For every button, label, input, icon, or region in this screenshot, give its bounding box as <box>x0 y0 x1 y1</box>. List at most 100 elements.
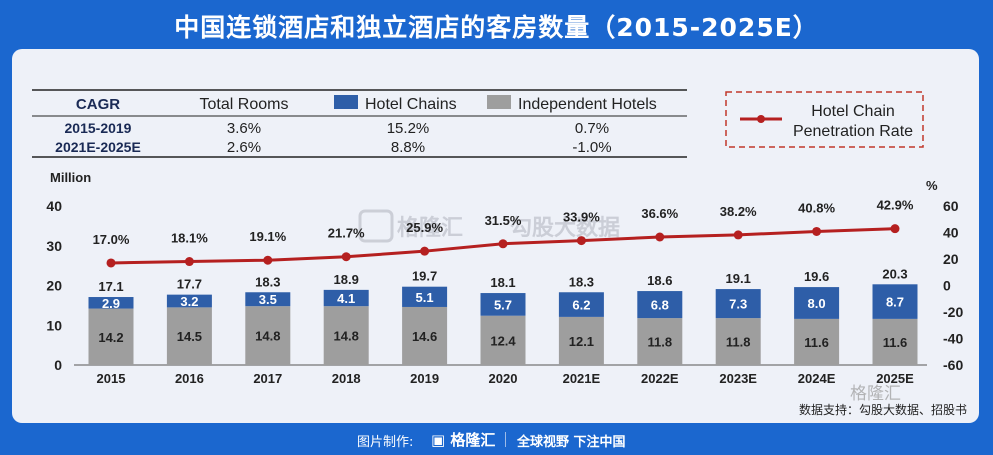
line-point <box>812 226 822 236</box>
y-right-tick-label: 20 <box>943 251 959 267</box>
bar-independent <box>794 318 840 365</box>
bar-total-label: 18.3 <box>569 274 594 289</box>
bar-independent-label: 14.8 <box>255 329 280 344</box>
x-tick-label: 2022E <box>641 371 679 386</box>
table-header-independent-hotels: Independent Hotels <box>518 96 657 113</box>
bar-independent-label: 11.6 <box>804 335 829 350</box>
y-left-tick-label: 0 <box>54 357 62 373</box>
bar-chains <box>715 289 761 319</box>
bar-chains-label: 6.8 <box>651 298 669 313</box>
bar-chains <box>402 286 448 307</box>
bar-independent <box>480 315 526 365</box>
bar-chains-label: 6.2 <box>572 298 590 313</box>
bar-independent <box>558 316 604 365</box>
bar-total-label: 18.3 <box>255 274 280 289</box>
watermark-corner: 格隆汇 <box>850 384 901 403</box>
y-right-tick-label: -40 <box>943 331 963 347</box>
bar-chains-label: 4.1 <box>337 291 355 306</box>
y-right-tick-label: 40 <box>943 225 959 241</box>
footer-brand: ▣ 格隆汇 <box>431 429 495 450</box>
bar-independent-label: 14.5 <box>177 329 202 344</box>
bar-chains <box>872 284 918 319</box>
table-row-1-chains: 15.2% <box>387 120 430 137</box>
x-tick-label: 2021E <box>563 371 601 386</box>
bar-chains-label: 3.5 <box>259 292 277 307</box>
x-tick-label: 2016 <box>175 371 204 386</box>
bar-total-label: 20.3 <box>882 266 907 281</box>
line-point-label: 33.9% <box>563 210 600 225</box>
bar-chains-label: 3.2 <box>180 294 198 309</box>
x-tick-label: 2017 <box>253 371 282 386</box>
line-point-label: 38.2% <box>720 204 757 219</box>
table-header-total-rooms: Total Rooms <box>200 96 289 113</box>
cagr-table: CAGR Total Rooms Hotel Chains Independen… <box>32 89 687 158</box>
line-legend-label: Hotel Chain Penetration Rate <box>793 103 913 140</box>
footer-made-by: 图片制作: <box>357 435 414 450</box>
table-header-hotel-chains: Hotel Chains <box>365 96 457 113</box>
legend-swatch-chains <box>334 95 358 109</box>
x-tick-label: 2018 <box>332 371 361 386</box>
legend-swatch-independent <box>487 95 511 109</box>
y-left-tick-label: 40 <box>46 198 62 214</box>
line-point-label: 21.7% <box>328 226 365 241</box>
table-row-1-total: 3.6% <box>227 120 261 137</box>
bar-independent <box>88 308 134 365</box>
x-tick-label: 2020 <box>489 371 518 386</box>
y-right-tick-label: 0 <box>943 278 951 294</box>
bar-chains-label: 8.0 <box>808 296 826 311</box>
chart-bars: 14.2 2.9 17.1 14.5 3.2 17.7 14.8 3.5 18.3 14.8 4.1… <box>88 266 918 365</box>
x-tick-label: 2025E <box>876 371 914 386</box>
bar-chains-label: 2.9 <box>102 296 120 311</box>
bar-independent <box>245 306 291 365</box>
table-header-cagr: CAGR <box>76 96 120 113</box>
source-note: 数据支持：勾股大数据、招股书 <box>799 402 967 417</box>
bar-independent <box>323 306 369 365</box>
page-title: 中国连锁酒店和独立酒店的客房数量（2015-2025E） <box>174 13 819 42</box>
line-legend-marker <box>757 115 765 123</box>
bar-total-label: 17.1 <box>98 279 123 294</box>
bar-independent-label: 11.8 <box>726 335 751 350</box>
bar-chains <box>480 293 526 316</box>
bar-independent-label: 14.6 <box>412 329 437 344</box>
chart-card: CAGR Total Rooms Hotel Chains Independen… <box>12 49 979 423</box>
bar-total-label: 17.7 <box>177 277 202 292</box>
line-point <box>733 230 743 240</box>
line-point <box>890 224 900 234</box>
watermark: 格隆汇 勾股大数据 <box>358 209 620 243</box>
line-point <box>184 257 194 267</box>
bar-independent <box>637 318 683 365</box>
bar-total-label: 19.7 <box>412 269 437 284</box>
bar-total-label: 18.9 <box>334 272 359 287</box>
bar-independent-label: 14.2 <box>98 330 123 345</box>
table-row-1-independent: 0.7% <box>575 120 609 137</box>
bar-chains <box>323 289 369 307</box>
bar-chains-label: 5.7 <box>494 297 512 312</box>
bar-chains <box>166 294 212 308</box>
footer-slogan: 全球视野 下注中国 <box>517 435 626 450</box>
footer: 图片制作: ▣ 格隆汇 全球视野 下注中国 <box>0 428 993 450</box>
line-point-label: 17.0% <box>93 232 130 247</box>
line-point-label: 42.9% <box>877 198 914 213</box>
bar-independent-label: 14.8 <box>334 329 359 344</box>
bar-independent <box>402 306 448 365</box>
bar-chains <box>558 292 604 317</box>
bar-total-label: 19.6 <box>804 269 829 284</box>
footer-divider <box>505 432 506 447</box>
line-legend-label-line2: Penetration Rate <box>793 123 913 140</box>
x-tick-label: 2023E <box>719 371 757 386</box>
right-axis-unit: % <box>926 178 938 193</box>
y-left-tick-label: 10 <box>46 317 62 333</box>
x-tick-label: 2015 <box>97 371 126 386</box>
y-right-tick-label: -60 <box>943 357 963 373</box>
line-legend: Hotel Chain Penetration Rate <box>725 91 924 148</box>
bar-independent-label: 12.1 <box>569 334 594 349</box>
line-legend-label-line1: Hotel Chain <box>811 103 895 120</box>
bar-total-label: 19.1 <box>726 271 751 286</box>
bar-chains <box>637 291 683 319</box>
line-point <box>498 239 508 249</box>
chart-svg: CAGR Total Rooms Hotel Chains Independen… <box>32 89 967 417</box>
y-right-tick-label: -20 <box>943 304 963 320</box>
table-row-1-period: 2015-2019 <box>65 120 132 136</box>
x-tick-label: 2019 <box>410 371 439 386</box>
left-axis-unit: Million <box>50 170 91 185</box>
